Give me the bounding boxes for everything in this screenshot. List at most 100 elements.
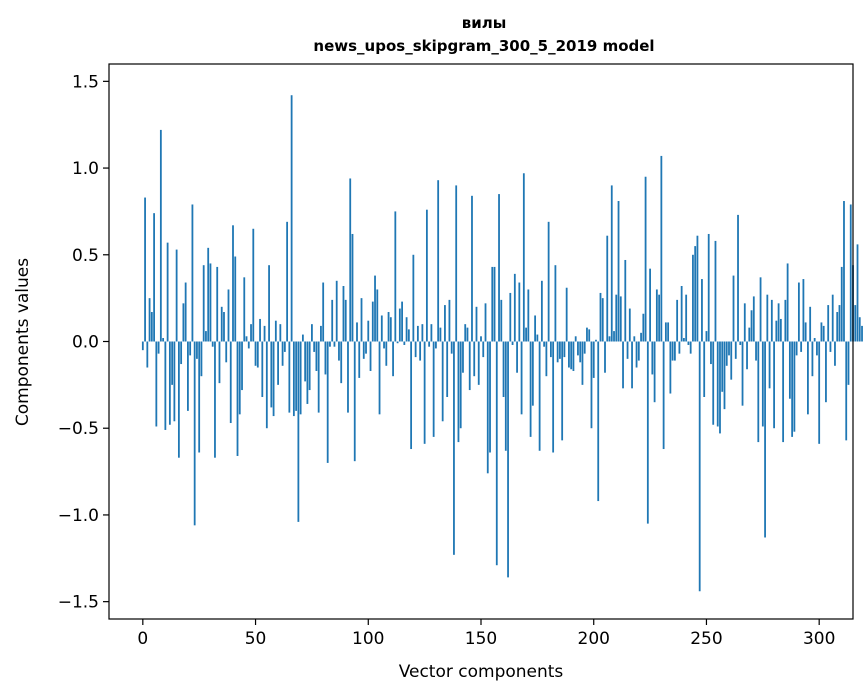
bar (315, 341, 318, 371)
bar (834, 341, 836, 366)
bar (193, 341, 196, 526)
bar (448, 299, 451, 342)
bar (148, 298, 151, 342)
bar (858, 317, 861, 342)
bar (295, 341, 298, 411)
bar (734, 341, 737, 359)
bar (419, 341, 422, 361)
bar (311, 324, 313, 342)
bar (265, 341, 268, 429)
bar (698, 341, 701, 592)
bar (660, 155, 663, 342)
bar (617, 201, 620, 342)
bar (473, 341, 476, 377)
bar (595, 339, 597, 342)
bar (268, 265, 270, 342)
bar (331, 299, 334, 342)
x-tick-label: 150 (465, 629, 497, 649)
bar (662, 341, 665, 450)
bar (615, 294, 618, 342)
bar (540, 280, 543, 342)
bar (234, 256, 237, 342)
bar (446, 341, 449, 397)
bar (306, 341, 309, 404)
y-tick-label: 0.0 (72, 333, 99, 353)
bar (493, 266, 496, 342)
bar (511, 341, 514, 345)
bar (432, 341, 435, 437)
x-tick-label: 250 (690, 629, 722, 649)
bar (477, 341, 480, 385)
bar (619, 296, 622, 342)
bar (667, 322, 670, 342)
bar (601, 298, 604, 342)
bar (809, 306, 812, 342)
bar (730, 341, 733, 380)
bar (209, 263, 212, 342)
chart-subtitle: news_upos_skipgram_300_5_2019 model (313, 37, 654, 55)
bar (825, 341, 827, 403)
bar (721, 341, 724, 392)
bar (144, 197, 146, 342)
bar (141, 341, 144, 351)
bar (671, 341, 674, 361)
bar (755, 341, 757, 361)
bar (416, 325, 419, 342)
bar (495, 341, 498, 566)
bar (646, 341, 649, 524)
bar (547, 221, 550, 342)
bar (184, 282, 187, 342)
bar (374, 275, 376, 342)
bar (633, 336, 636, 342)
bar (673, 341, 676, 361)
bar (475, 306, 478, 342)
y-tick-label: −1.0 (58, 506, 99, 526)
bar (171, 341, 174, 385)
bar (247, 341, 250, 349)
bar (277, 341, 279, 385)
bar (545, 341, 548, 377)
bar (565, 287, 568, 342)
bar (813, 338, 816, 342)
bar (421, 324, 424, 342)
bar (827, 305, 830, 342)
bar (561, 341, 564, 441)
bar (606, 235, 609, 342)
bar (797, 282, 800, 342)
bar (504, 341, 507, 451)
bar (759, 277, 762, 342)
bar (338, 341, 340, 361)
bar (527, 289, 530, 342)
bar (259, 318, 261, 342)
y-axis-label: Components values (13, 258, 33, 426)
bar (552, 341, 555, 453)
bar (678, 341, 681, 354)
bar (628, 308, 631, 342)
bar (649, 268, 651, 342)
bar (804, 322, 807, 342)
bar (263, 325, 266, 342)
bar (274, 320, 277, 342)
bar (369, 341, 372, 371)
bar (631, 341, 633, 389)
bar (509, 292, 512, 342)
bar (766, 294, 769, 342)
bar (525, 327, 527, 342)
bar (847, 341, 850, 385)
bar (227, 289, 230, 342)
bar (689, 341, 692, 354)
y-tick-label: 0.5 (72, 246, 99, 266)
bar (430, 324, 433, 342)
bar (455, 185, 458, 342)
bar (856, 244, 859, 342)
bar (829, 341, 832, 352)
bar (229, 341, 232, 424)
bar (207, 247, 210, 342)
bar (556, 341, 559, 363)
bar (788, 341, 791, 399)
bar (705, 331, 708, 342)
bar (800, 341, 803, 352)
bar (401, 301, 403, 342)
x-tick-label: 300 (803, 629, 835, 649)
bar (396, 341, 399, 344)
